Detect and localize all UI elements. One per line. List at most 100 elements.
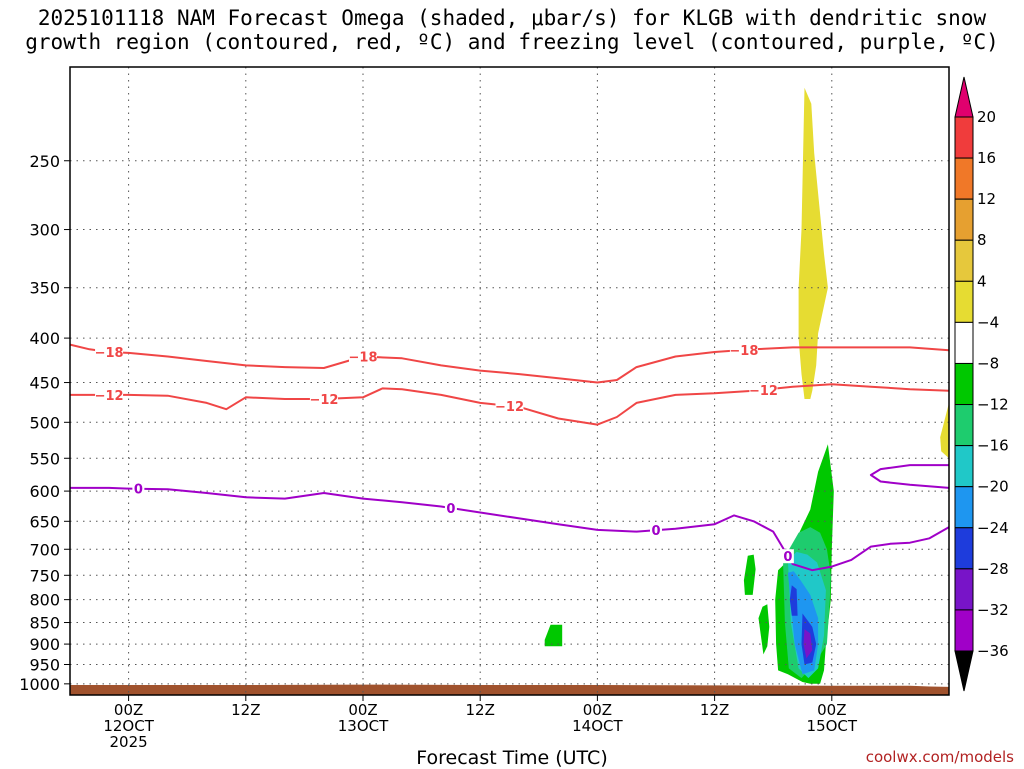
colorbar-swatch-13 xyxy=(954,609,974,652)
y-tick-label-1000: 1000 xyxy=(19,675,60,694)
omega-shading xyxy=(544,87,949,684)
colorbar-label-0: 20 xyxy=(977,108,996,126)
contour-0-label-bg xyxy=(781,549,794,564)
colorbar: 20 16 12 8 4 −4 −8 −12 −16 −20 −24 −28 −32 −36 xyxy=(954,76,1009,692)
colorbar-label-13: −36 xyxy=(977,642,1009,660)
shade-omega-4-to-8-cell-b xyxy=(758,604,770,655)
x-tick-label-24-2: 13OCT xyxy=(338,717,389,735)
colorbar-swatch-11 xyxy=(954,527,974,570)
colorbar-label-4: 4 xyxy=(977,272,987,290)
shade-omega-20-to-24 xyxy=(789,585,798,616)
x-axis-label: Forecast Time (UTC) xyxy=(416,747,608,769)
y-tick-label-650: 650 xyxy=(29,512,60,531)
contour--18-label-bg xyxy=(95,344,124,359)
colorbar-label-1: 16 xyxy=(977,149,996,167)
y-tick-label-900: 900 xyxy=(29,635,60,654)
contour--18-line xyxy=(69,343,950,384)
contour--12-label: −12 xyxy=(309,393,338,408)
contour--12-label-bg xyxy=(749,382,778,397)
y-axis: 250 300 350 400 450 500 550 600 650 700 750 800 850 9… xyxy=(19,152,70,694)
colorbar-label-6: −8 xyxy=(977,354,999,372)
y-tick-label-700: 700 xyxy=(29,540,60,559)
y-tick-label-800: 800 xyxy=(29,591,60,610)
y-tick-label-600: 600 xyxy=(29,482,60,501)
contour--18-label-bg xyxy=(349,349,377,364)
colorbar-label-5: −4 xyxy=(977,313,999,331)
colorbar-swatch-3 xyxy=(954,198,974,241)
contour-0-line xyxy=(70,486,950,572)
contour-0-label-bg xyxy=(132,481,145,496)
colorbar-label-3: 8 xyxy=(977,231,987,249)
colorbar-label-11: −28 xyxy=(977,560,1009,578)
contour--12-label: −12 xyxy=(95,389,124,404)
colorbar-swatch-2 xyxy=(954,157,974,200)
shade-omega-4-to-8-cell-c xyxy=(544,624,563,647)
chart-title: 2025101118 NAM Forecast Omega (shaded, μ… xyxy=(0,6,1024,54)
x-tick-label-36-1: 12Z xyxy=(466,701,495,719)
x-tick-label-0-1: 00Z xyxy=(114,701,143,719)
colorbar-swatch-7 xyxy=(954,362,974,406)
title-line-2: growth region (contoured, red, ºC) and f… xyxy=(25,30,999,54)
y-tick-label-400: 400 xyxy=(29,329,60,348)
x-tick-label-24-1: 00Z xyxy=(348,701,377,719)
x-tick-label-0-3: 2025 xyxy=(110,733,148,751)
colorbar-bottom-arrow xyxy=(954,650,974,692)
colorbar-label-10: −24 xyxy=(977,519,1009,537)
x-tick-label-0-2: 12OCT xyxy=(103,717,154,735)
colorbar-swatch-12 xyxy=(954,568,974,611)
contour--18-label-bg xyxy=(729,342,758,357)
y-tick-label-450: 450 xyxy=(29,374,60,393)
contour--12-label-bg xyxy=(309,391,338,406)
colorbar-label-7: −12 xyxy=(977,396,1009,414)
terrain-layer xyxy=(70,684,949,695)
colorbar-label-12: −32 xyxy=(977,601,1009,619)
contour--12-line xyxy=(70,383,950,426)
y-tick-label-850: 850 xyxy=(29,614,60,633)
x-tick-label-72-2: 15OCT xyxy=(807,717,858,735)
shade-omega-4-to-8-right-edge xyxy=(940,402,949,459)
y-tick-label-300: 300 xyxy=(29,221,60,240)
contour--18-label: −18 xyxy=(349,351,378,366)
y-tick-label-250: 250 xyxy=(29,152,60,171)
x-tick-label-48-1: 00Z xyxy=(583,701,612,719)
contour--18-label: −18 xyxy=(729,344,758,359)
y-tick-label-550: 550 xyxy=(29,449,60,468)
shade-omega-24-to-28 xyxy=(803,629,813,659)
x-tick-label-48-2: 14OCT xyxy=(572,717,623,735)
y-tick-label-350: 350 xyxy=(29,279,60,298)
colorbar-swatch-10 xyxy=(954,486,974,529)
x-tick-label-12-1: 12Z xyxy=(231,701,260,719)
contour-0-label-bg xyxy=(444,501,457,516)
contour-0-east-loop--line xyxy=(869,464,950,489)
colorbar-label-9: −20 xyxy=(977,478,1009,496)
colorbar-swatch-4 xyxy=(954,239,974,282)
x-tick-label-72-1: 00Z xyxy=(817,701,846,719)
shade-omega-4-to-8-upper-plume xyxy=(798,87,828,399)
colorbar-label-2: 12 xyxy=(977,190,996,208)
colorbar-swatch-1 xyxy=(954,116,974,159)
contour-0-label: 0 xyxy=(651,524,660,539)
contour-0-label-bg xyxy=(650,523,662,538)
colorbar-swatch-5 xyxy=(954,280,974,323)
y-tick-label-750: 750 xyxy=(29,566,60,585)
y-tick-label-500: 500 xyxy=(29,413,60,432)
shade-omega-4-to-8-cell-a xyxy=(743,554,756,595)
colorbar-swatch-6 xyxy=(954,321,974,364)
title-line-1: 2025101118 NAM Forecast Omega (shaded, μ… xyxy=(37,6,987,30)
colorbar-swatch-8 xyxy=(954,404,974,447)
credit-link[interactable]: coolwx.com/models xyxy=(865,748,1014,766)
contour-0-label: 0 xyxy=(446,502,455,517)
contour--12-label-bg xyxy=(95,387,124,402)
colorbar-top-arrow xyxy=(954,76,974,118)
y-tick-label-950: 950 xyxy=(29,655,60,674)
grid xyxy=(70,67,949,695)
contour-0-label: 0 xyxy=(134,483,143,498)
contour--12-label-bg xyxy=(495,398,524,413)
colorbar-label-8: −16 xyxy=(977,437,1009,455)
terrain-surface xyxy=(70,684,949,695)
plot-frame xyxy=(69,66,950,696)
contour--12-label: −12 xyxy=(495,400,524,415)
x-tick-label-60-1: 12Z xyxy=(700,701,729,719)
